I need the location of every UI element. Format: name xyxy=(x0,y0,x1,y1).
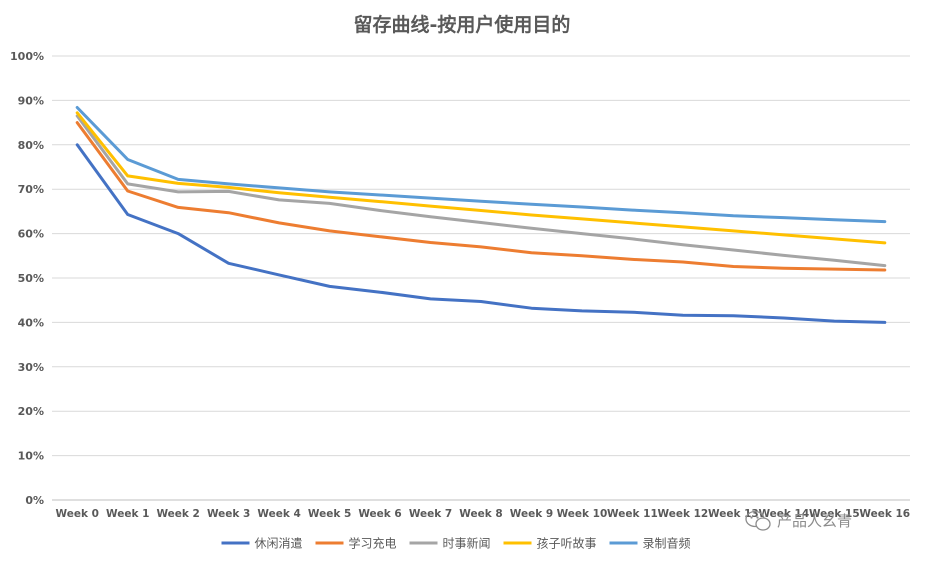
x-tick-label: Week 5 xyxy=(308,508,351,520)
x-tick-label: Week 4 xyxy=(257,508,300,520)
y-tick-label: 50% xyxy=(18,272,44,285)
x-tick-label: Week 15 xyxy=(809,508,860,520)
legend-label: 录制音频 xyxy=(643,536,691,551)
grid xyxy=(52,55,910,501)
x-tick-label: Week 11 xyxy=(607,508,658,520)
x-tick-label: Week 1 xyxy=(106,508,149,520)
y-tick-label: 10% xyxy=(18,450,44,463)
watermark: 产品人幺青 xyxy=(745,510,852,531)
series-line xyxy=(75,143,887,324)
x-tick-label: Week 16 xyxy=(859,508,910,520)
legend-label: 时事新闻 xyxy=(443,536,491,551)
series-line xyxy=(75,114,887,268)
x-tick-label: Week 12 xyxy=(658,508,709,520)
series-line xyxy=(75,106,887,224)
series-line xyxy=(75,111,887,245)
y-tick-label: 40% xyxy=(18,316,44,329)
y-tick-label: 30% xyxy=(18,361,44,374)
y-tick-label: 20% xyxy=(18,405,44,418)
x-tick-label: Week 7 xyxy=(409,508,452,520)
series-lines xyxy=(75,106,887,324)
legend-label: 孩子听故事 xyxy=(537,536,597,551)
y-axis-ticks: 0% 10% 20% 30% 40% 50% 60% 70% 80% 90% 100% xyxy=(10,50,44,507)
x-tick-label: Week 14 xyxy=(758,508,809,520)
x-tick-label: Week 2 xyxy=(156,508,199,520)
y-tick-label: 80% xyxy=(18,139,44,152)
x-tick-label: Week 0 xyxy=(56,508,99,520)
watermark-text: 产品人幺青 xyxy=(777,512,852,530)
x-tick-label: Week 9 xyxy=(510,508,553,520)
legend-label: 休闲消遣 xyxy=(255,536,303,551)
x-tick-label: Week 10 xyxy=(557,508,608,520)
wechat-icon xyxy=(745,510,771,531)
y-tick-label: 70% xyxy=(18,183,44,196)
legend: 休闲消遣 学习充电 时事新闻 孩子听故事 录制音频 xyxy=(221,536,691,551)
y-tick-label: 0% xyxy=(25,494,44,507)
x-axis-ticks: Week 0 Week 1 Week 2 Week 3 Week 4 Week 5 Week… xyxy=(56,508,911,520)
chart-title: 留存曲线-按用户使用目的 xyxy=(354,13,571,36)
x-tick-label: Week 6 xyxy=(358,508,401,520)
legend-label: 学习充电 xyxy=(349,536,397,551)
x-tick-label: Week 8 xyxy=(459,508,502,520)
series-line xyxy=(75,121,887,272)
x-tick-label: Week 3 xyxy=(207,508,250,520)
y-tick-label: 90% xyxy=(18,94,44,107)
y-tick-label: 100% xyxy=(10,50,44,63)
y-tick-label: 60% xyxy=(18,228,44,241)
